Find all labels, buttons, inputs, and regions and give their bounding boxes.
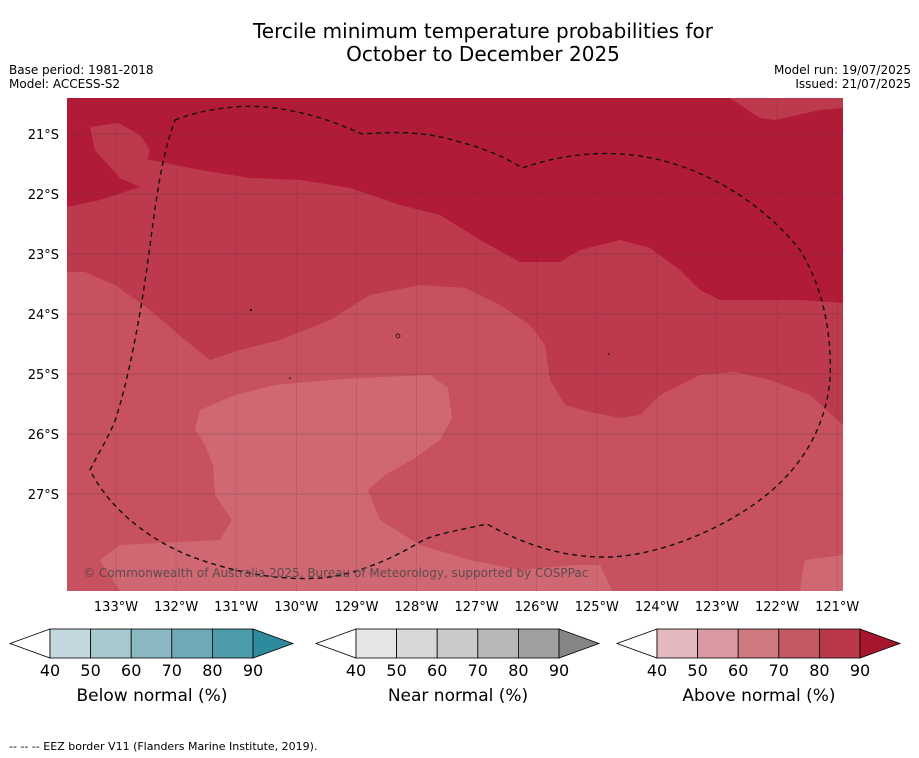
longitude-labels: 133°W 132°W 131°W 130°W 129°W 128°W 127°W 126°W…	[94, 600, 860, 615]
model-name: Model: ACCESS-S2	[9, 77, 121, 91]
colorbar-label-near: Near normal (%)	[387, 686, 529, 706]
colorbar-tick-label: 70	[162, 661, 182, 680]
colorbar-above-normal: 40 50 60 70 80 90	[615, 628, 902, 680]
colorbar-tick-label: 60	[427, 661, 447, 680]
colorbar-segment	[477, 628, 519, 659]
model-run: Model run: 19/07/2025	[773, 63, 911, 77]
colorbar-tick-label: 40	[346, 661, 366, 680]
colorbar-tick-label: 90	[850, 661, 870, 680]
colorbar-near-normal: 40 50 60 70 80 90	[314, 628, 601, 680]
colorbar-label-above: Above normal (%)	[682, 686, 836, 706]
colorbar-segment	[436, 628, 479, 659]
map-area: © Commonwealth of Australia 2025, Bureau…	[67, 98, 843, 591]
colorbar-segment	[49, 628, 91, 659]
lon-label: 128°W	[394, 600, 438, 615]
lat-label: 26°S	[28, 428, 59, 443]
lat-label: 25°S	[28, 368, 59, 383]
lon-label: 130°W	[274, 600, 318, 615]
lon-label: 131°W	[214, 600, 258, 615]
base-info: Base period: 1981-2018 Model: ACCESS-S2	[9, 63, 154, 91]
title-line-1: Tercile minimum temperature probabilitie…	[252, 19, 714, 43]
map-title: Tercile minimum temperature probabilitie…	[0, 20, 919, 66]
colorbar-below-normal: 40 50 60 70 80 90	[8, 628, 295, 680]
colorbar-tick-label: 40	[647, 661, 667, 680]
colorbar-extend-low	[8, 628, 51, 659]
lon-label: 125°W	[575, 600, 619, 615]
issued-date: Issued: 21/07/2025	[795, 77, 911, 91]
lon-label: 132°W	[154, 600, 198, 615]
lon-label: 124°W	[635, 600, 679, 615]
lat-label: 21°S	[28, 128, 59, 143]
colorbar-segment	[90, 628, 132, 659]
island-marker	[250, 309, 252, 311]
latitude-labels: 21°S 22°S 23°S 24°S 25°S 26°S 27°S	[28, 128, 59, 503]
lon-label: 122°W	[755, 600, 799, 615]
colorbar-tick-label: 60	[121, 661, 141, 680]
region-above-70-80-ne	[730, 98, 843, 120]
colorbar-segment	[819, 628, 861, 659]
region-above-80-90-west	[67, 125, 140, 207]
island-marker	[395, 333, 401, 339]
region-above-80-90	[67, 98, 843, 303]
colorbar-tick-label: 80	[809, 661, 829, 680]
colorbar-tick-label: 50	[386, 661, 406, 680]
lon-label: 129°W	[334, 600, 378, 615]
copyright-text: © Commonwealth of Australia 2025, Bureau…	[83, 566, 588, 580]
colorbar-segment	[778, 628, 820, 659]
colorbar-extend-high	[252, 628, 295, 659]
colorbar-segment	[211, 628, 254, 659]
colorbar-tick-label: 60	[728, 661, 748, 680]
region-above-50-60-se	[800, 555, 843, 591]
colorbar-segment	[737, 628, 780, 659]
eez-border	[89, 105, 832, 580]
colorbar-segment	[355, 628, 397, 659]
colorbar-segment	[518, 628, 560, 659]
colorbar-label-below: Below normal (%)	[76, 686, 228, 706]
island-marker	[608, 353, 610, 355]
colorbar-tick-label: 90	[243, 661, 263, 680]
colorbar-tick-label: 70	[468, 661, 488, 680]
lat-label: 23°S	[28, 248, 59, 263]
base-period: Base period: 1981-2018	[9, 63, 154, 77]
lon-label: 126°W	[515, 600, 559, 615]
lat-label: 22°S	[28, 188, 59, 203]
lon-label: 133°W	[94, 600, 138, 615]
footnote: -- -- -- EEZ border V11 (Flanders Marine…	[9, 740, 318, 753]
lat-label: 24°S	[28, 308, 59, 323]
lat-label: 27°S	[28, 488, 59, 503]
colorbar-segment	[396, 628, 438, 659]
colorbar-extend-high	[859, 628, 902, 659]
title-line-2: October to December 2025	[346, 42, 620, 66]
region-above-70-80-nw	[90, 123, 150, 187]
colorbar-segment	[171, 628, 213, 659]
lon-label: 127°W	[455, 600, 499, 615]
island-marker	[289, 377, 291, 379]
colorbar-tick-label: 80	[508, 661, 528, 680]
colorbar-segment	[697, 628, 739, 659]
colorbar-extend-low	[314, 628, 357, 659]
colorbar-tick-label: 70	[769, 661, 789, 680]
region-above-50-60	[100, 375, 612, 591]
run-info: Model run: 19/07/2025 Issued: 21/07/2025	[774, 63, 911, 91]
lon-label: 123°W	[695, 600, 739, 615]
colorbar-tick-label: 80	[202, 661, 222, 680]
colorbar-segment	[656, 628, 698, 659]
colorbar-extend-high	[558, 628, 601, 659]
colorbar-segment	[130, 628, 173, 659]
graticule	[67, 98, 843, 591]
lon-label: 121°W	[815, 600, 859, 615]
colorbar-tick-label: 50	[80, 661, 100, 680]
colorbar-extend-low	[615, 628, 658, 659]
colorbar-tick-label: 50	[687, 661, 707, 680]
colorbar-tick-label: 90	[549, 661, 569, 680]
colorbar-tick-label: 40	[40, 661, 60, 680]
